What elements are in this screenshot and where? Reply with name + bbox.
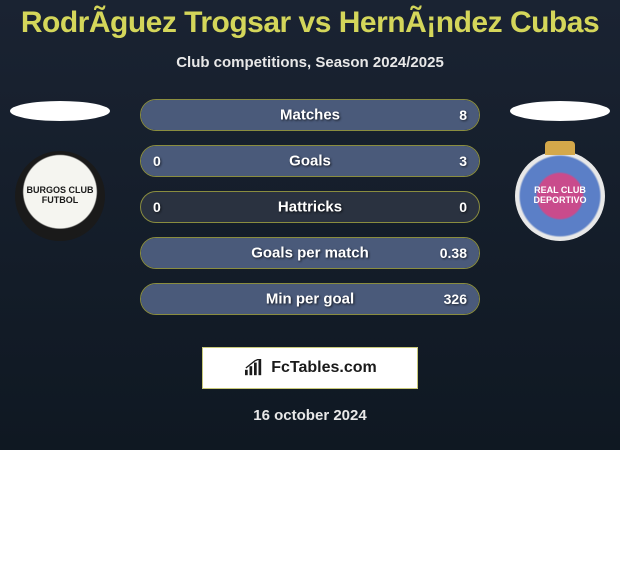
- stat-label: Goals per match: [251, 245, 369, 262]
- branding-box[interactable]: FcTables.com: [202, 347, 418, 389]
- right-player-column: REAL CLUB DEPORTIVO: [510, 99, 610, 241]
- stat-row: 0 Hattricks 0: [140, 191, 480, 223]
- stat-label: Matches: [280, 107, 340, 124]
- right-team-crest: REAL CLUB DEPORTIVO: [515, 151, 605, 241]
- stat-row: Matches 8: [140, 99, 480, 131]
- left-player-column: BURGOS CLUB FUTBOL: [10, 99, 110, 241]
- stat-value-right: 8: [459, 107, 467, 123]
- stat-value-right: 326: [444, 291, 467, 307]
- branding-text: FcTables.com: [271, 359, 377, 377]
- right-team-label: REAL CLUB DEPORTIVO: [515, 186, 605, 206]
- right-player-placeholder: [510, 101, 610, 121]
- stat-row: Goals per match 0.38: [140, 237, 480, 269]
- left-team-crest: BURGOS CLUB FUTBOL: [15, 151, 105, 241]
- stat-value-left: 0: [153, 153, 161, 169]
- stat-row: 0 Goals 3: [140, 145, 480, 177]
- stats-list: Matches 8 0 Goals 3 0 Hattricks 0 Goals per matc…: [140, 99, 480, 315]
- left-player-placeholder: [10, 101, 110, 121]
- stat-label: Min per goal: [266, 291, 354, 308]
- stat-value-right: 3: [459, 153, 467, 169]
- footer-date: 16 october 2024: [0, 407, 620, 424]
- comparison-content: BURGOS CLUB FUTBOL REAL CLUB DEPORTIVO M…: [0, 99, 620, 329]
- stat-value-right: 0: [459, 199, 467, 215]
- page-subtitle: Club competitions, Season 2024/2025: [0, 54, 620, 71]
- stat-label: Hattricks: [278, 199, 342, 216]
- stat-row: Min per goal 326: [140, 283, 480, 315]
- stat-value-right: 0.38: [440, 245, 467, 261]
- stat-label: Goals: [289, 153, 331, 170]
- chart-icon: [243, 359, 265, 377]
- page-title: RodrÃ­guez Trogsar vs HernÃ¡ndez Cubas: [0, 6, 620, 40]
- stat-value-left: 0: [153, 199, 161, 215]
- comparison-card: RodrÃ­guez Trogsar vs HernÃ¡ndez Cubas C…: [0, 0, 620, 450]
- left-team-label: BURGOS CLUB FUTBOL: [18, 186, 102, 206]
